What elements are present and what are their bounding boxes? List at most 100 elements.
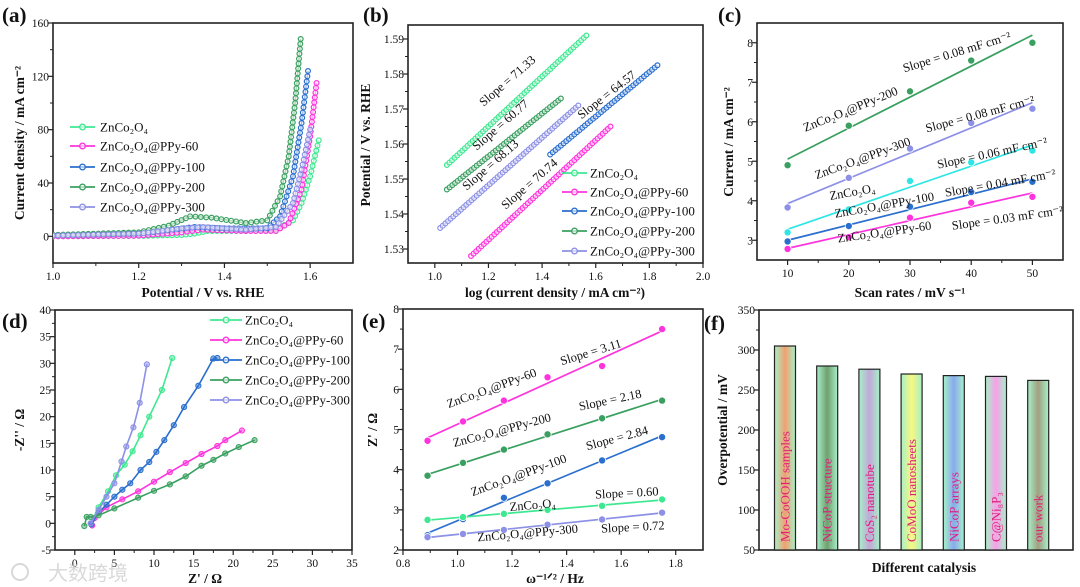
- panel-label: (e): [362, 309, 385, 333]
- y-tick-label: 0: [43, 231, 49, 243]
- data-point: [906, 213, 915, 222]
- data-point: [257, 225, 264, 232]
- data-point: [53, 232, 56, 239]
- data-point: [145, 229, 152, 236]
- y-tick-label: 20: [40, 412, 52, 424]
- data-point: [118, 458, 125, 465]
- data-point: [189, 224, 196, 231]
- legend-label: ZnCo₂O₄@PPy-100: [245, 353, 350, 368]
- y-tick-label: 6: [747, 117, 753, 129]
- data-point: [307, 173, 314, 180]
- data-point: [100, 231, 107, 238]
- data-point: [300, 156, 307, 163]
- data-point: [123, 443, 130, 450]
- data-point: [242, 220, 249, 227]
- data-point: [81, 522, 88, 530]
- y-tick-label: 4: [393, 465, 399, 477]
- y-tick-label: 7: [747, 77, 753, 89]
- data-point: [286, 143, 293, 150]
- data-point: [306, 131, 313, 138]
- bar: CoMoO nanosheets: [900, 373, 923, 551]
- data-point: [598, 414, 607, 423]
- y-axis-title: Z' / Ω: [365, 413, 380, 447]
- legend-item: ZnCo₂O₄@PPy-60: [562, 185, 688, 200]
- panel-label: (f): [704, 311, 725, 335]
- slope-label: Slope = 0.08 mF cm⁻²: [901, 29, 1013, 75]
- plot-area: [783, 34, 1037, 253]
- data-point: [299, 109, 306, 116]
- data-point: [75, 232, 82, 239]
- panel-f: 50 100 150 200 250 300 350 Different catalysis O…: [704, 305, 1074, 575]
- legend-marker: [571, 247, 578, 255]
- data-point: [658, 495, 667, 504]
- legend-marker: [571, 207, 578, 215]
- data-point: [204, 224, 211, 231]
- data-point: [281, 222, 288, 229]
- y-tick-label: -5: [41, 545, 51, 557]
- data-point: [105, 231, 112, 238]
- data-point: [299, 161, 306, 168]
- data-point: [292, 190, 299, 197]
- slope-label: Slope = 0.60: [595, 484, 659, 501]
- data-point: [291, 163, 298, 170]
- data-point: [252, 225, 259, 232]
- data-point: [458, 513, 467, 522]
- data-point: [312, 84, 319, 91]
- data-point: [301, 99, 308, 106]
- data-point: [137, 466, 144, 474]
- data-point: [143, 361, 150, 368]
- data-point: [223, 216, 230, 223]
- data-point: [292, 95, 299, 102]
- bar-rect: [816, 365, 839, 551]
- data-point: [187, 213, 194, 220]
- data-point: [302, 146, 309, 153]
- y-tick-label: 3: [747, 235, 753, 247]
- data-point: [70, 232, 77, 239]
- data-point: [195, 382, 202, 389]
- fit-line: [787, 34, 1033, 160]
- data-point: [314, 142, 321, 149]
- data-point: [283, 193, 290, 200]
- data-point: [277, 193, 284, 200]
- y-tick-label: 7: [393, 344, 399, 356]
- data-point: [264, 217, 271, 224]
- y-axis-title: Overpotential / mV: [715, 374, 730, 486]
- data-point: [783, 203, 792, 212]
- data-point: [65, 232, 72, 239]
- data-point: [192, 213, 199, 220]
- data-point: [295, 65, 302, 72]
- data-point: [313, 79, 320, 86]
- legend-marker: [571, 188, 578, 196]
- data-point: [844, 233, 853, 242]
- slope-label: Slope = 2.84: [584, 423, 650, 453]
- data-point: [906, 144, 915, 153]
- legend-marker: [222, 336, 230, 344]
- data-point: [310, 109, 317, 116]
- panel-d: 0 5 10 15 20 25 30 35 -5 0 5 10 15 20 25 30 35 40 Z' / Ω -Z…: [2, 305, 358, 586]
- y-tick-label: 350: [738, 305, 756, 317]
- legend-item: ZnCo₂O₄@PPy-60: [210, 333, 343, 348]
- data-point: [303, 78, 310, 85]
- data-point: [288, 133, 295, 140]
- bar: NiCoP structure: [816, 365, 839, 551]
- data-point: [140, 230, 147, 237]
- data-point: [169, 354, 176, 362]
- data-point: [310, 157, 317, 164]
- data-point: [296, 45, 303, 52]
- data-point: [135, 494, 142, 501]
- y-tick-label: 5: [393, 425, 399, 437]
- data-point: [269, 207, 276, 214]
- data-point: [153, 448, 160, 455]
- data-point: [150, 228, 157, 235]
- legend-label: ZnCo₂O₄@PPy-300: [590, 244, 695, 259]
- data-point: [290, 173, 297, 180]
- legend-item: ZnCo₂O₄@PPy-200: [210, 373, 350, 388]
- y-tick-label: 35: [40, 332, 52, 344]
- data-point: [906, 176, 915, 185]
- bar: C@Ni₈P₃: [984, 375, 1008, 551]
- bar-category-label: Mo-CoOOH samples: [778, 431, 793, 542]
- data-point: [287, 138, 294, 145]
- data-point: [129, 448, 136, 455]
- panel-label: (a): [2, 3, 27, 27]
- data-point: [258, 218, 265, 225]
